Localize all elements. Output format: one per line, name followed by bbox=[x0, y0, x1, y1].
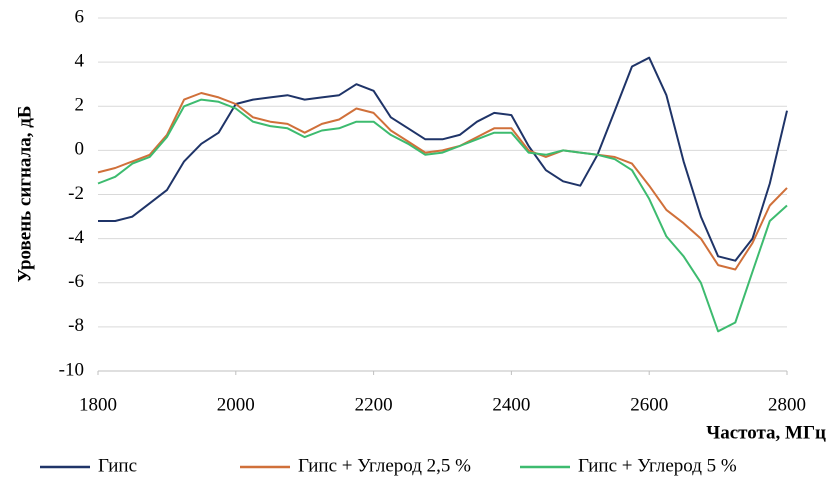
y-tick-label: -8 bbox=[68, 315, 84, 336]
y-tick-label: -10 bbox=[59, 359, 84, 380]
y-tick-label: 0 bbox=[75, 139, 85, 160]
y-tick-label: -2 bbox=[68, 183, 84, 204]
series-line bbox=[97, 92, 788, 271]
x-tick-label: 1800 bbox=[79, 394, 117, 415]
x-tick-label: 2400 bbox=[492, 394, 530, 415]
y-tick-label: -4 bbox=[68, 227, 84, 248]
x-axis-label: Частота, МГц bbox=[706, 422, 826, 443]
legend-label: Гипс + Углерод 2,5 % bbox=[298, 455, 471, 476]
y-tick-label: 6 bbox=[75, 6, 85, 27]
x-tick-label: 2200 bbox=[355, 394, 393, 415]
x-tick-label: 2600 bbox=[630, 394, 668, 415]
series-line bbox=[98, 56, 788, 262]
x-tick-label: 2800 bbox=[768, 394, 806, 415]
y-tick-label: -6 bbox=[68, 271, 84, 292]
y-tick-label: 2 bbox=[75, 95, 85, 116]
legend-label: Гипс + Углерод 5 % bbox=[578, 455, 737, 476]
series-line bbox=[97, 98, 788, 333]
legend-label: Гипс bbox=[98, 455, 137, 476]
y-tick-label: 4 bbox=[75, 50, 85, 71]
y-axis-label: Уровень сигнала, дБ bbox=[14, 106, 35, 283]
x-tick-label: 2000 bbox=[217, 394, 255, 415]
